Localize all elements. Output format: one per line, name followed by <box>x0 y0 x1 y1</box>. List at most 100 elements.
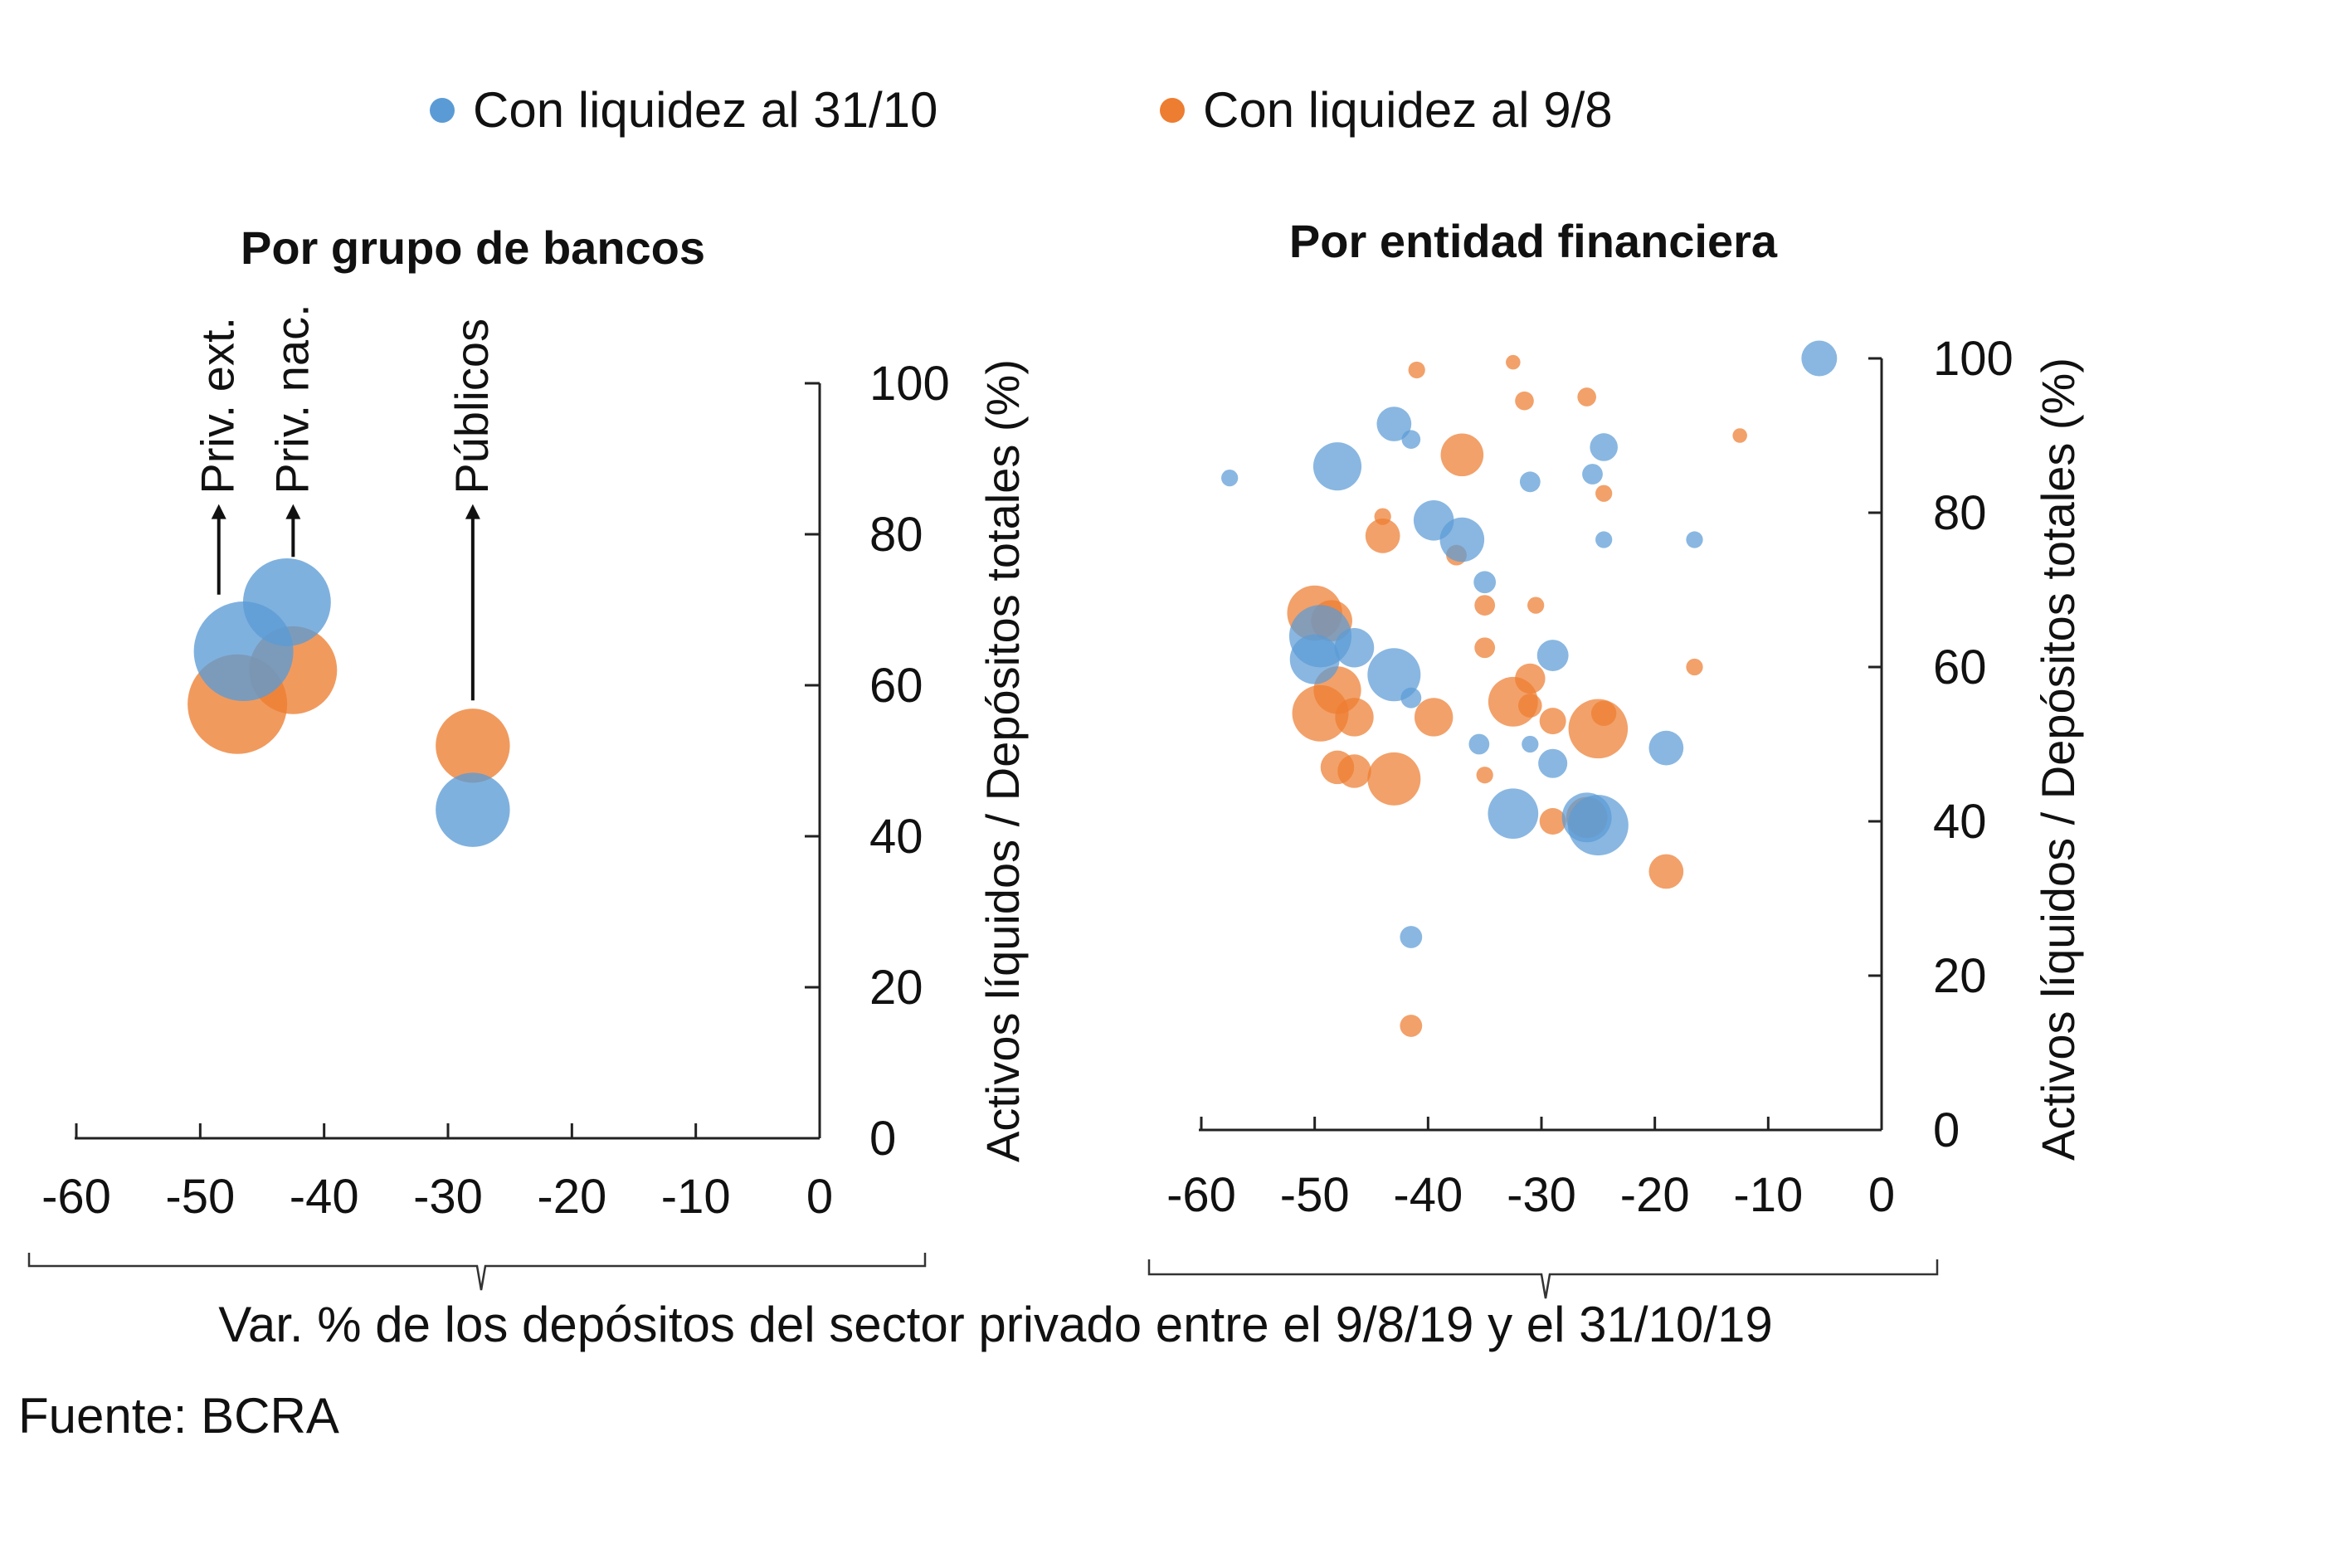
bubble-aug <box>1367 752 1421 806</box>
x-tick-label: -40 <box>1393 1168 1463 1222</box>
bubble-aug <box>1440 433 1484 477</box>
bubble-aug <box>1527 597 1545 614</box>
bubble-aug <box>1408 361 1425 379</box>
bubble-aug <box>1686 658 1703 676</box>
y-tick-label: 0 <box>869 1112 896 1166</box>
x-tick-label: -10 <box>661 1170 731 1224</box>
source-note: Fuente: BCRA <box>18 1388 339 1444</box>
bubble-oct <box>1522 735 1539 753</box>
annotation-arrowhead <box>465 504 480 519</box>
bubble-oct-p-blicos <box>436 772 510 847</box>
x-tick-label: 0 <box>1868 1168 1895 1222</box>
bubble-aug <box>1648 854 1684 889</box>
x-tick-label: -40 <box>290 1170 359 1224</box>
bubble-aug <box>1400 1015 1423 1037</box>
bubble-aug <box>1515 391 1534 411</box>
panel-grupo-bancos: Por grupo de bancos -60 -50 -40 -30 -20 -10 00… <box>41 222 1029 1224</box>
bubble-oct <box>1519 471 1541 493</box>
x-axis-label: Var. % de los depósitos del sector priva… <box>218 1297 1772 1352</box>
bubble-oct <box>1567 795 1629 856</box>
legend: Con liquidez al 31/10 Con liquidez al 9/… <box>430 82 1613 138</box>
x-tick-label: -30 <box>413 1170 483 1224</box>
bubble-oct <box>1582 464 1603 485</box>
x-tick-label: -50 <box>165 1170 235 1224</box>
y-tick-label: 60 <box>869 659 923 713</box>
x-tick-label: -10 <box>1733 1168 1803 1222</box>
x-tick-label: 0 <box>806 1170 833 1224</box>
bubble-aug <box>1539 708 1566 735</box>
bubble-aug <box>1539 808 1566 835</box>
legend-oct-label: Con liquidez al 31/10 <box>473 82 937 138</box>
bubble-oct <box>1334 628 1375 668</box>
legend-oct-marker <box>430 98 455 123</box>
x-tick-label: -20 <box>1620 1168 1690 1222</box>
bubble-oct <box>1439 517 1485 562</box>
bubble-aug <box>1474 595 1496 616</box>
bubble-aug <box>1476 767 1493 784</box>
panel-entidad-financiera: Por entidad financiera -60 -50 -40 -30 -20 -1… <box>1166 215 2084 1222</box>
bubble-oct <box>1312 442 1362 491</box>
x-tick-label: -60 <box>41 1170 111 1224</box>
y-tick-label: 100 <box>869 357 950 411</box>
annotation-label: Priv. nac. <box>265 304 318 494</box>
bubble-oct <box>1401 430 1421 449</box>
bubble-oct <box>1801 340 1838 377</box>
right-brace <box>1147 1259 1939 1299</box>
x-tick-label: -50 <box>1280 1168 1350 1222</box>
x-tick-label: -30 <box>1507 1168 1576 1222</box>
bubble-aug <box>1506 354 1521 370</box>
bubble-aug-p-blicos <box>436 709 510 783</box>
bubble-oct <box>1400 687 1422 709</box>
bubble-oct <box>1686 531 1703 548</box>
bubble-aug <box>1292 684 1349 742</box>
y-axis-label: Activos líquidos / Depósitos totales (%) <box>2032 358 2084 1161</box>
bubble-aug <box>1365 519 1400 553</box>
y-tick-label: 80 <box>869 508 923 562</box>
bubble-oct <box>1595 531 1613 548</box>
bubble-oct <box>1468 733 1490 755</box>
bubble-oct <box>1221 470 1239 487</box>
bubble-aug <box>1518 694 1542 718</box>
bubble-aug <box>1590 700 1617 726</box>
bubble-oct-priv-nac <box>242 558 331 646</box>
annotation-label: Públicos <box>446 319 498 494</box>
annotation-arrowhead <box>211 504 226 519</box>
left-brace <box>27 1253 927 1291</box>
bubble-oct <box>1376 407 1412 441</box>
bubble-oct <box>1473 571 1497 594</box>
y-tick-label: 40 <box>869 810 923 864</box>
bubble-aug <box>1474 637 1496 659</box>
y-tick-label: 60 <box>1933 640 1987 694</box>
bubble-aug <box>1577 387 1596 407</box>
y-tick-label: 40 <box>1933 795 1987 849</box>
axis-ticks: -60 -50 -40 -30 -20 -10 00 20 40 60 80 100 <box>41 357 950 1224</box>
legend-aug-marker <box>1160 98 1185 123</box>
y-tick-label: 20 <box>869 961 923 1015</box>
y-tick-label: 20 <box>1933 949 1987 1003</box>
bubble-oct <box>1648 730 1684 766</box>
y-tick-label: 80 <box>1933 486 1987 540</box>
bubble-oct <box>1367 648 1421 702</box>
bubble-oct <box>1488 788 1539 840</box>
bubble-aug <box>1337 754 1371 788</box>
bubble-oct <box>1289 634 1340 684</box>
bubble-aug <box>1414 698 1454 737</box>
bubble-oct <box>1400 926 1423 948</box>
panel-title: Por entidad financiera <box>1289 215 1778 267</box>
y-tick-label: 100 <box>1933 332 2014 386</box>
annotation-label: Priv. ext. <box>192 317 244 494</box>
bubble-aug <box>1374 508 1391 525</box>
legend-aug-label: Con liquidez al 9/8 <box>1203 82 1613 138</box>
bubbles <box>187 558 510 847</box>
x-tick-label: -60 <box>1166 1168 1236 1222</box>
bubble-oct <box>1536 640 1569 671</box>
axis-ticks: -60 -50 -40 -30 -20 -10 00 20 40 60 80 100 <box>1166 332 2014 1222</box>
panel-title: Por grupo de bancos <box>241 222 705 274</box>
x-tick-label: -20 <box>537 1170 606 1224</box>
y-axis-label: Activos líquidos / Depósitos totales (%) <box>976 359 1029 1162</box>
bubbles <box>1221 340 1838 1037</box>
group-annotations: Priv. ext. Priv. nac. Públicos <box>192 304 498 701</box>
y-tick-label: 0 <box>1933 1103 1960 1157</box>
bubble-aug <box>1732 428 1747 443</box>
bubble-oct <box>1538 748 1568 778</box>
